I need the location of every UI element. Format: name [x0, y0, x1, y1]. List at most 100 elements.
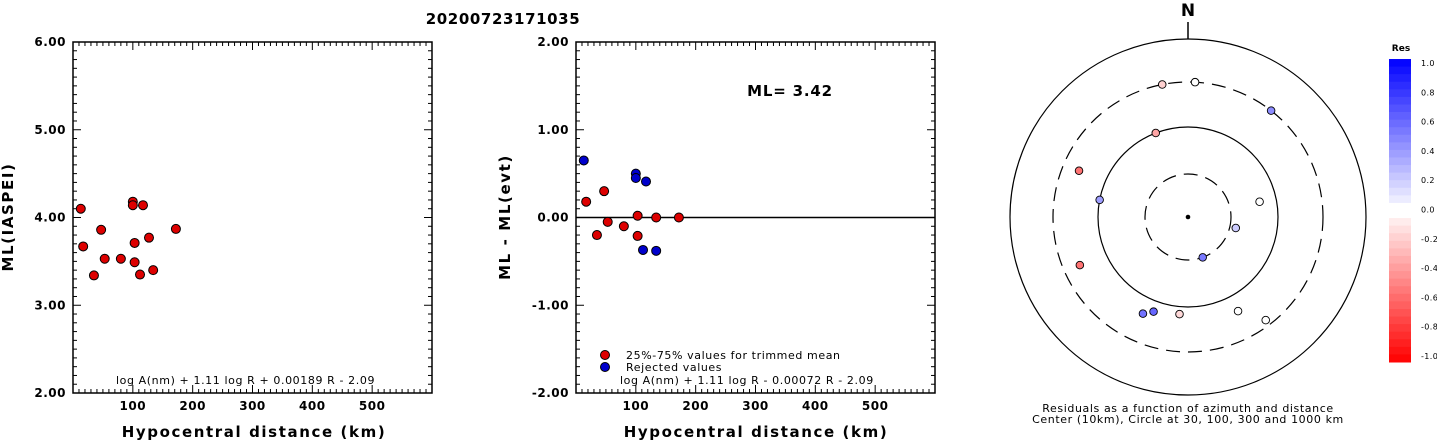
panel-polar: N Residuals as a function of azimuth and… [1009, 1, 1367, 426]
colorbar-cell [1389, 316, 1411, 325]
data-point [632, 230, 643, 241]
center-dot [1185, 214, 1191, 220]
colorbar-cell [1389, 225, 1411, 234]
panel-magnitude: 100 200 300 400 500 2.00 3.00 4.00 5.00 6.00 log … [0, 35, 433, 441]
plot-frame-1 [72, 41, 433, 394]
residual-point [1198, 253, 1207, 262]
points-group-2 [578, 155, 684, 256]
y-axis-label-2: ML - ML(evt) [496, 154, 514, 280]
data-point [641, 176, 652, 187]
data-point [78, 241, 89, 252]
colorbar-cell [1389, 104, 1411, 113]
data-point [99, 253, 110, 264]
residual-point [1138, 309, 1148, 318]
colorbar-labels: 1.0 0.8 0.6 0.4 0.2 0.0 -0.2 -0.4 -0.6 -0.8 -1.0 [1421, 59, 1437, 361]
colorbar-cell [1389, 324, 1411, 333]
x-tick-label: 300 [239, 399, 266, 413]
data-point [651, 245, 662, 256]
colorbar-cell [1389, 66, 1411, 75]
x-tick-label: 200 [179, 399, 206, 413]
y-tick-label: 0.00 [537, 211, 569, 225]
y-tick-label: 2.00 [537, 35, 569, 49]
residual-point [1231, 223, 1241, 233]
data-point [88, 270, 99, 281]
colorbar-cell [1389, 255, 1411, 265]
colorbar-label: -0.8 [1421, 323, 1437, 332]
colorbar-cell [1389, 202, 1411, 211]
colorbar-cell [1389, 339, 1411, 348]
colorbar-cell [1389, 96, 1411, 105]
y-tick-label: 2.00 [34, 386, 66, 400]
polar-caption-2: Center (10km), Circle at 30, 100, 300 an… [1032, 413, 1344, 426]
data-point [602, 216, 613, 227]
y-tick-label: 4.00 [34, 211, 66, 225]
legend-label-rejected: Rejected values [626, 361, 722, 374]
colorbar-cell [1389, 278, 1411, 287]
tick-group-2: 100 200 300 400 500 -2.00 -1.00 0.00 1.00 2.00 [532, 35, 935, 413]
colorbar-cell [1389, 172, 1411, 181]
residual-point [1075, 260, 1085, 270]
colorbar-cell [1389, 248, 1411, 257]
data-point [599, 186, 610, 197]
legend-marker-trimmed [600, 350, 610, 360]
colorbar: Res 1.0 0.8 0.6 0.4 0.2 0.0 -0.2 -0.4 -0.6 -0.8 -1… [1389, 44, 1437, 363]
y-axis-label-1: ML(IASPEI) [0, 162, 17, 271]
residual-point [1151, 128, 1160, 138]
colorbar-cell [1389, 142, 1411, 151]
residual-point [1255, 197, 1264, 207]
colorbar-cell [1389, 127, 1411, 136]
panel-residual: 100 200 300 400 500 -2.00 -1.00 0.00 1.00 2.00 ML… [496, 35, 936, 441]
colorbar-cell [1389, 331, 1411, 340]
north-label: N [1181, 1, 1195, 21]
legend-label-trimmed: 25%-75% values for trimmed mean [626, 349, 841, 362]
data-point [651, 212, 662, 223]
colorbar-cell [1389, 354, 1411, 363]
data-point [96, 224, 107, 235]
data-point [618, 221, 629, 232]
colorbar-cell [1389, 157, 1411, 166]
colorbar-cell [1389, 293, 1411, 302]
residual-point [1190, 77, 1200, 87]
data-point [129, 237, 140, 248]
data-point [578, 155, 589, 166]
colorbar-cell [1389, 149, 1411, 158]
x-tick-label: 500 [359, 399, 386, 413]
data-point [75, 203, 86, 214]
colorbar-label: -0.2 [1421, 235, 1437, 244]
colorbar-label: -0.6 [1421, 293, 1437, 302]
data-point [170, 223, 181, 234]
colorbar-label: 0.0 [1421, 206, 1435, 215]
colorbar-cell [1389, 301, 1411, 310]
colorbar-cell [1389, 308, 1411, 318]
y-tick-label: 5.00 [34, 123, 66, 137]
colorbar-cell [1389, 263, 1411, 272]
colorbar-cell [1389, 180, 1411, 189]
ring-300km [1052, 81, 1324, 353]
data-point [638, 244, 649, 255]
data-point [591, 230, 602, 241]
x-tick-label: 100 [623, 399, 650, 413]
ml-value-text: ML= 3.42 [747, 82, 833, 100]
ring-outer [1009, 38, 1367, 396]
x-tick-label: 200 [682, 399, 709, 413]
x-tick-label: 100 [120, 399, 147, 413]
polar-caption-1: Residuals as a function of azimuth and d… [1042, 402, 1333, 415]
residual-point [1261, 315, 1270, 325]
colorbar-cell [1389, 187, 1411, 196]
x-axis-label-2: Hypocentral distance (km) [624, 423, 889, 441]
y-tick-label: -1.00 [532, 298, 569, 312]
colorbar-cell [1389, 271, 1411, 280]
colorbar-cells [1389, 59, 1411, 363]
event-title: 20200723171035 [426, 10, 581, 28]
data-point [143, 232, 154, 243]
residual-point [1157, 80, 1167, 89]
legend-marker-rejected [600, 362, 610, 372]
x-tick-label: 300 [742, 399, 769, 413]
residual-point [1095, 195, 1104, 205]
tick-group-1: 100 200 300 400 500 2.00 3.00 4.00 5.00 6.00 [34, 35, 432, 413]
colorbar-cell [1389, 89, 1411, 98]
y-tick-label: -2.00 [532, 386, 569, 400]
residual-point [1175, 309, 1184, 319]
colorbar-cell [1389, 81, 1411, 90]
